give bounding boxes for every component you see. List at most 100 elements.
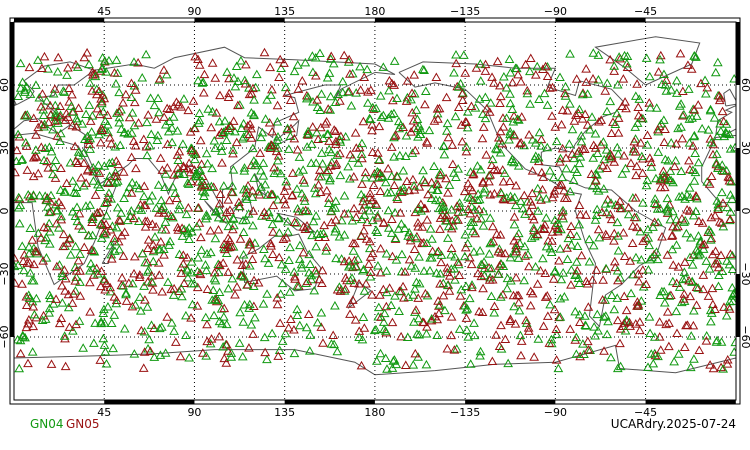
station-triangle (363, 98, 373, 107)
station-triangle (673, 349, 684, 358)
station-triangle (547, 111, 557, 120)
station-triangle (158, 244, 169, 253)
station-triangle (415, 125, 426, 134)
station-triangle (184, 234, 194, 244)
station-triangle (534, 94, 544, 104)
station-triangle (498, 177, 509, 186)
station-triangle (239, 75, 250, 85)
station-triangle (514, 138, 525, 148)
station-triangle (75, 266, 85, 275)
station-triangle (162, 103, 173, 113)
station-triangle (372, 212, 383, 222)
station-triangle (487, 72, 497, 81)
station-triangle (72, 216, 83, 226)
station-triangle (694, 345, 705, 354)
station-triangle (203, 182, 213, 191)
lon-tick-bottom: 45 (97, 406, 111, 419)
station-triangle (259, 207, 270, 216)
station-triangle (513, 228, 524, 238)
lon-tick-top: 180 (364, 5, 385, 18)
station-triangle (345, 69, 355, 78)
station-triangle (218, 181, 229, 190)
station-triangle (487, 154, 498, 164)
station-triangle (164, 116, 175, 125)
station-triangle (441, 92, 452, 102)
station-triangle (484, 171, 494, 180)
station-triangle (256, 132, 267, 142)
station-triangle (461, 313, 472, 322)
station-triangle (522, 88, 533, 98)
station-triangle (393, 116, 404, 126)
station-triangle (151, 114, 162, 123)
station-triangle (346, 100, 357, 110)
station-triangle (114, 244, 125, 254)
station-triangle (533, 334, 544, 343)
station-triangle (206, 334, 217, 343)
station-triangle (315, 122, 326, 132)
station-triangle (216, 304, 227, 313)
station-triangle (311, 211, 321, 220)
station-triangle (596, 139, 606, 149)
station-triangle (135, 306, 146, 315)
station-triangle (698, 244, 709, 253)
station-triangle (396, 187, 407, 196)
station-triangle (70, 262, 81, 272)
station-triangle (153, 258, 164, 267)
station-triangle (524, 66, 535, 76)
station-triangle (43, 64, 53, 73)
station-triangle (612, 293, 623, 302)
station-triangle (223, 221, 234, 231)
station-triangle (221, 207, 232, 216)
station-triangle (22, 110, 33, 119)
station-triangle (237, 351, 248, 361)
station-triangle (358, 116, 369, 126)
station-triangle (310, 265, 321, 275)
station-triangle (392, 192, 402, 202)
station-triangle (571, 332, 582, 342)
station-triangle (627, 221, 638, 230)
station-triangle (153, 93, 163, 103)
station-triangle (355, 61, 365, 71)
station-triangle (605, 54, 615, 64)
station-triangle (581, 64, 591, 73)
station-triangle (251, 69, 262, 79)
station-triangle (545, 299, 556, 309)
station-triangle (434, 203, 445, 213)
station-triangle (502, 273, 513, 283)
station-triangle (584, 256, 595, 266)
station-triangle (429, 161, 439, 170)
station-triangle (114, 106, 124, 116)
station-triangle (479, 184, 490, 193)
station-triangle (267, 219, 278, 229)
station-triangle (70, 211, 81, 221)
station-triangle (393, 224, 404, 233)
station-triangle (691, 111, 702, 120)
station-triangle (511, 272, 521, 282)
station-triangle (374, 121, 385, 131)
station-triangle (209, 310, 219, 320)
station-triangle (199, 180, 210, 190)
station-triangle (167, 182, 178, 191)
station-triangle (330, 126, 341, 136)
station-triangle (25, 223, 36, 232)
station-triangle (221, 135, 232, 145)
station-triangle (330, 203, 341, 212)
station-triangle (294, 166, 304, 176)
station-triangle (353, 158, 364, 167)
station-triangle (398, 186, 409, 195)
station-triangle (569, 116, 580, 125)
station-triangle (357, 153, 367, 163)
station-triangle (331, 253, 341, 263)
station-triangle (461, 305, 471, 314)
station-triangle (464, 293, 475, 303)
station-triangle (322, 72, 333, 82)
station-triangle (258, 158, 269, 167)
station-triangle (724, 296, 735, 306)
station-triangle (519, 190, 530, 200)
station-triangle (304, 346, 315, 355)
station-triangle (205, 226, 216, 235)
station-triangle (303, 126, 313, 136)
station-triangle (71, 121, 82, 131)
station-triangle (613, 149, 624, 158)
station-triangle (115, 140, 126, 150)
